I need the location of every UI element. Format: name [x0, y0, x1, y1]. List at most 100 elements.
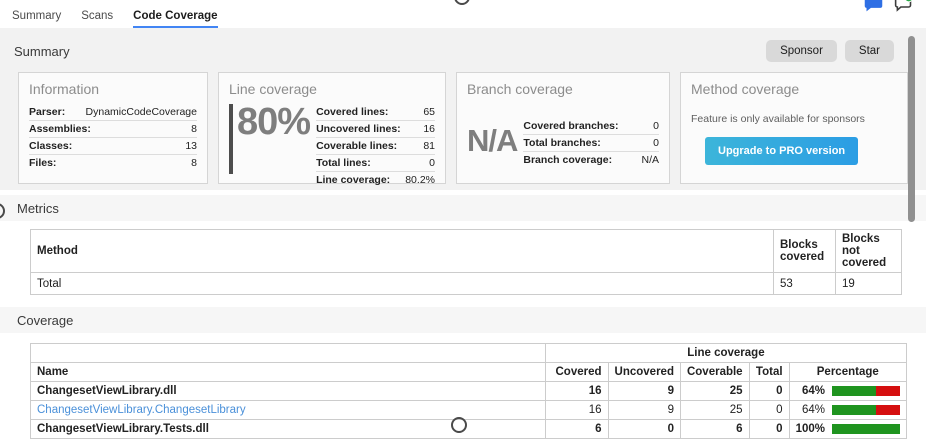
info-value: DynamicCodeCoverage — [85, 106, 197, 118]
percentage-text: 100% — [795, 423, 825, 435]
coverage-bar-green — [832, 405, 876, 415]
line-row-covered: Covered lines: 65 — [316, 104, 435, 121]
line-coverage-card-title: Line coverage — [229, 81, 317, 97]
branch-label: Total branches: — [523, 137, 601, 149]
coverage-col-percentage: Percentage — [788, 362, 908, 382]
info-label: Classes: — [29, 140, 73, 152]
method-coverage-card: Method coverage Feature is only availabl… — [680, 72, 908, 184]
sponsor-button[interactable]: Sponsor — [766, 40, 837, 62]
covered-cell: 16 — [544, 381, 609, 401]
branch-coverage-card-title: Branch coverage — [467, 81, 573, 97]
coverage-bar — [832, 405, 900, 415]
info-label: Files: — [29, 157, 57, 169]
metrics-heading: Metrics — [17, 200, 59, 216]
line-row-uncovered: Uncovered lines: 16 — [316, 121, 435, 138]
method-coverage-card-title: Method coverage — [691, 81, 800, 97]
line-row-coverable: Coverable lines: 81 — [316, 138, 435, 155]
total-cell: 0 — [748, 419, 790, 439]
coverage-quote-bar — [229, 104, 233, 174]
coverage-col-name: Name — [30, 362, 546, 382]
info-label: Assemblies: — [29, 123, 91, 135]
coverage-bar — [832, 424, 900, 434]
line-value: 80.2% — [405, 174, 435, 186]
metrics-col-method: Method — [30, 229, 774, 273]
line-value: 0 — [429, 157, 435, 169]
coverable-cell: 25 — [679, 400, 750, 420]
line-row-total: Total lines: 0 — [316, 155, 435, 172]
total-cell: 0 — [748, 400, 790, 420]
branch-coverage-card: Branch coverage N/A Covered branches: 0 … — [456, 72, 670, 184]
info-value: 13 — [185, 140, 197, 152]
line-label: Line coverage: — [316, 174, 391, 186]
coverage-col-total: Total — [748, 362, 790, 382]
branch-coverage-big-value: N/A — [467, 123, 518, 158]
assembly-name: ChangesetViewLibrary.Tests.dll — [30, 419, 546, 439]
coverage-heading-band: Coverage — [0, 307, 926, 333]
branch-value: N/A — [641, 154, 659, 166]
branch-row-total: Total branches: 0 — [523, 135, 659, 152]
comment-filled-icon[interactable] — [863, 0, 884, 14]
tab-scans[interactable]: Scans — [81, 10, 114, 22]
coverable-cell: 6 — [679, 419, 750, 439]
line-value: 16 — [423, 123, 435, 135]
info-value: 8 — [191, 123, 197, 135]
percentage-cell: 100% — [788, 419, 908, 439]
coverage-header-row: Name Covered Uncovered Coverable Total P… — [30, 362, 908, 382]
info-row-parser: Parser: DynamicCodeCoverage — [29, 104, 197, 121]
summary-heading: Summary — [14, 43, 70, 59]
coverage-bar — [832, 386, 900, 396]
branch-label: Covered branches: — [523, 120, 619, 132]
percentage-cell: 64% — [788, 381, 908, 401]
table-row: ChangesetViewLibrary.Tests.dll 6 0 6 0 1… — [30, 419, 908, 439]
metrics-total-label: Total — [30, 272, 774, 295]
sponsor-note: Feature is only available for sponsors — [691, 113, 865, 125]
topbar-icons — [863, 0, 914, 14]
line-value: 65 — [423, 106, 435, 118]
line-coverage-card: Line coverage 80% Covered lines: 65 Unco… — [218, 72, 446, 186]
tab-summary[interactable]: Summary — [12, 10, 62, 22]
summary-section: Summary Sponsor Star Information Parser:… — [0, 28, 926, 190]
metrics-col-blocks-not-covered: Blocks not covered — [835, 229, 902, 273]
info-row-classes: Classes: 13 — [29, 138, 197, 155]
coverage-bar-green — [832, 424, 900, 434]
branch-label: Branch coverage: — [523, 154, 613, 166]
branch-value: 0 — [653, 137, 659, 149]
star-button[interactable]: Star — [844, 40, 894, 62]
information-card-title: Information — [29, 81, 100, 97]
coverage-col-covered: Covered — [544, 362, 609, 382]
coverage-col-uncovered: Uncovered — [607, 362, 681, 382]
information-card: Information Parser: DynamicCodeCoverage … — [18, 72, 208, 184]
coverage-heading: Coverage — [17, 312, 74, 328]
upgrade-pro-button[interactable]: Upgrade to PRO version — [705, 137, 859, 165]
vertical-scrollbar[interactable] — [908, 36, 915, 222]
tab-code-coverage[interactable]: Code Coverage — [133, 10, 218, 28]
branch-value: 0 — [653, 120, 659, 132]
line-label: Covered lines: — [316, 106, 389, 118]
metrics-col-blocks-covered: Blocks covered — [773, 229, 836, 273]
coverage-bar-green — [832, 386, 876, 396]
circle-handle-bottom — [451, 417, 467, 433]
metrics-total-blocks-covered: 53 — [773, 272, 836, 295]
comment-add-icon[interactable] — [893, 0, 914, 14]
info-value: 8 — [191, 157, 197, 169]
uncovered-cell: 9 — [607, 381, 681, 401]
coverage-group-header: Line coverage — [544, 343, 908, 363]
line-coverage-big-value: 80% — [237, 101, 311, 143]
coverage-group-empty-cell — [30, 343, 546, 363]
line-label: Coverable lines: — [316, 140, 398, 152]
percentage-cell: 64% — [788, 400, 908, 420]
uncovered-cell: 0 — [607, 419, 681, 439]
covered-cell: 16 — [544, 400, 609, 420]
coverage-group-header-row: Line coverage — [30, 343, 908, 363]
branch-row-covered: Covered branches: 0 — [523, 118, 659, 135]
metrics-total-blocks-not-covered: 19 — [835, 272, 902, 295]
line-label: Uncovered lines: — [316, 123, 401, 135]
line-row-percentage: Line coverage: 80.2% — [316, 172, 435, 188]
class-link[interactable]: ChangesetViewLibrary.ChangesetLibrary — [30, 400, 546, 420]
percentage-text: 64% — [801, 385, 825, 397]
coverable-cell: 25 — [679, 381, 750, 401]
summary-cards: Information Parser: DynamicCodeCoverage … — [18, 72, 912, 186]
table-row: ChangesetViewLibrary.ChangesetLibrary 16… — [30, 400, 908, 420]
line-label: Total lines: — [316, 157, 371, 169]
table-row: Total 53 19 — [30, 272, 902, 295]
